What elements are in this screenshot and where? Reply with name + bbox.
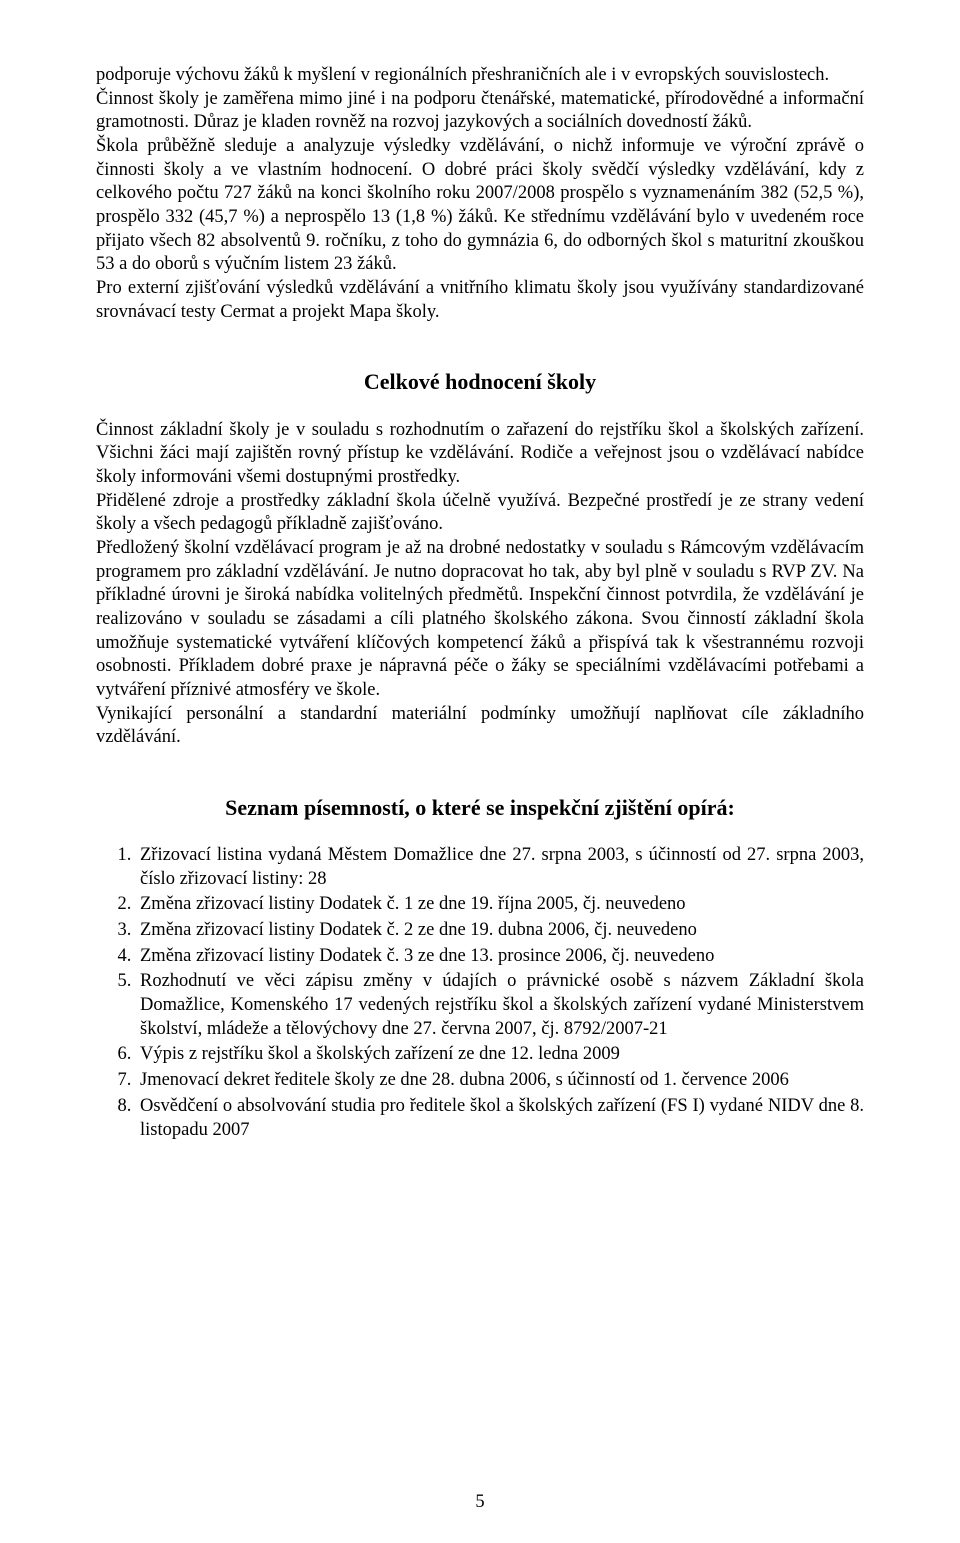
list-item: Jmenovací dekret ředitele školy ze dne 2…: [136, 1069, 864, 1093]
intro-paragraph-4: Pro externí zjišťování výsledků vzdělává…: [96, 277, 864, 324]
heading-spacer: [96, 822, 864, 844]
section-spacer: [96, 324, 864, 368]
section-spacer: [96, 750, 864, 794]
list-item: Změna zřizovací listiny Dodatek č. 2 ze …: [136, 919, 864, 943]
heading-spacer: [96, 397, 864, 419]
list-item: Rozhodnutí ve věci zápisu změny v údajíc…: [136, 970, 864, 1041]
list-item: Zřizovací listina vydaná Městem Domažlic…: [136, 844, 864, 891]
list-item: Osvědčení o absolvování studia pro ředit…: [136, 1095, 864, 1142]
page-number: 5: [0, 1491, 960, 1515]
intro-paragraph-3: Škola průběžně sleduje a analyzuje výsle…: [96, 135, 864, 277]
documents-list: Zřizovací listina vydaná Městem Domažlic…: [96, 844, 864, 1142]
evaluation-heading: Celkové hodnocení školy: [96, 368, 864, 396]
intro-paragraph-2: Činnost školy je zaměřena mimo jiné i na…: [96, 88, 864, 135]
intro-paragraph-1: podporuje výchovu žáků k myšlení v regio…: [96, 64, 864, 88]
documents-heading: Seznam písemností, o které se inspekční …: [96, 794, 864, 822]
list-item: Výpis z rejstříku škol a školských zaříz…: [136, 1043, 864, 1067]
evaluation-paragraph-4: Vynikající personální a standardní mater…: [96, 703, 864, 750]
evaluation-paragraph-2: Přidělené zdroje a prostředky základní š…: [96, 490, 864, 537]
list-item: Změna zřizovací listiny Dodatek č. 3 ze …: [136, 945, 864, 969]
evaluation-paragraph-3: Předložený školní vzdělávací program je …: [96, 537, 864, 703]
evaluation-paragraph-1: Činnost základní školy je v souladu s ro…: [96, 419, 864, 490]
document-page: podporuje výchovu žáků k myšlení v regio…: [0, 0, 960, 1543]
list-item: Změna zřizovací listiny Dodatek č. 1 ze …: [136, 893, 864, 917]
